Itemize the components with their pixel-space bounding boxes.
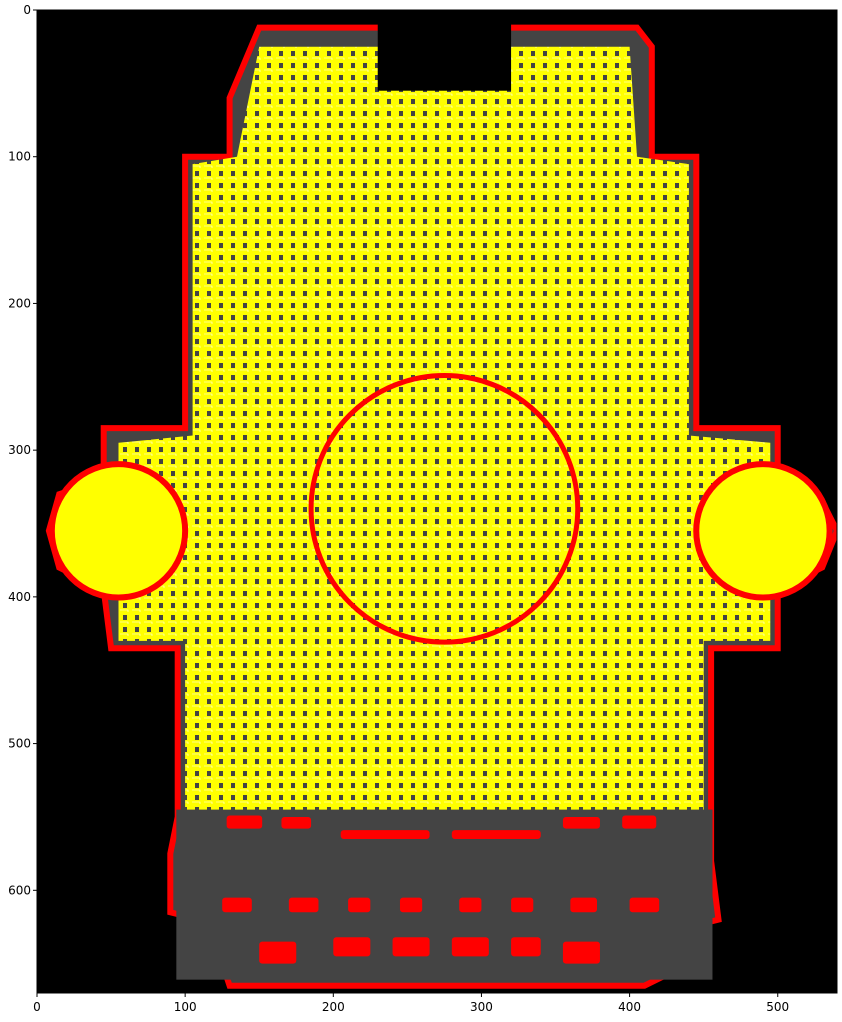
y-tick-label-600: 600 <box>8 883 31 897</box>
y-tick-label-100: 100 <box>8 150 31 164</box>
y-axis: 0 100 200 300 400 500 600 <box>8 3 37 897</box>
red-mark-7 <box>288 897 319 913</box>
red-mark-9 <box>399 897 423 913</box>
x-tick-label-100: 100 <box>174 1000 197 1014</box>
red-marks <box>222 815 660 964</box>
cell-area <box>118 46 771 810</box>
apse-ring <box>308 373 581 645</box>
red-mark-19 <box>562 941 600 964</box>
red-mark-14 <box>259 941 297 964</box>
red-mark-3 <box>451 830 541 839</box>
y-tick-label-500: 500 <box>8 737 31 751</box>
red-mark-12 <box>570 897 597 913</box>
red-mark-8 <box>348 897 371 913</box>
red-mark-13 <box>629 897 660 913</box>
y-tick-label-400: 400 <box>8 590 31 604</box>
nave-floor <box>176 809 713 980</box>
x-tick-label-500: 500 <box>766 1000 789 1014</box>
red-mark-15 <box>333 937 371 957</box>
red-mark-2 <box>340 830 430 839</box>
y-tick-label-200: 200 <box>8 296 31 310</box>
red-mark-5 <box>622 815 657 829</box>
y-tick-label-300: 300 <box>8 443 31 457</box>
red-mark-16 <box>392 937 430 957</box>
red-mark-6 <box>222 897 252 913</box>
y-tick-label-0: 0 <box>23 3 31 17</box>
x-tick-label-400: 400 <box>618 1000 641 1014</box>
plot-frame <box>36 9 838 994</box>
left-rotunda <box>48 461 189 601</box>
red-mark-0 <box>226 815 263 829</box>
red-mark-1 <box>281 816 312 829</box>
red-mark-18 <box>511 937 541 957</box>
x-tick-label-0: 0 <box>33 1000 41 1014</box>
x-axis: 0 100 200 300 400 500 <box>33 993 789 1014</box>
red-mark-10 <box>459 897 482 913</box>
top-notch <box>377 10 512 91</box>
red-mark-11 <box>511 897 534 913</box>
right-rotunda <box>693 461 833 601</box>
x-tick-label-200: 200 <box>322 1000 345 1014</box>
x-tick-label-300: 300 <box>470 1000 493 1014</box>
cell-region <box>118 46 771 810</box>
red-mark-4 <box>562 816 600 829</box>
map-image <box>45 10 837 989</box>
red-mark-17 <box>451 937 489 957</box>
